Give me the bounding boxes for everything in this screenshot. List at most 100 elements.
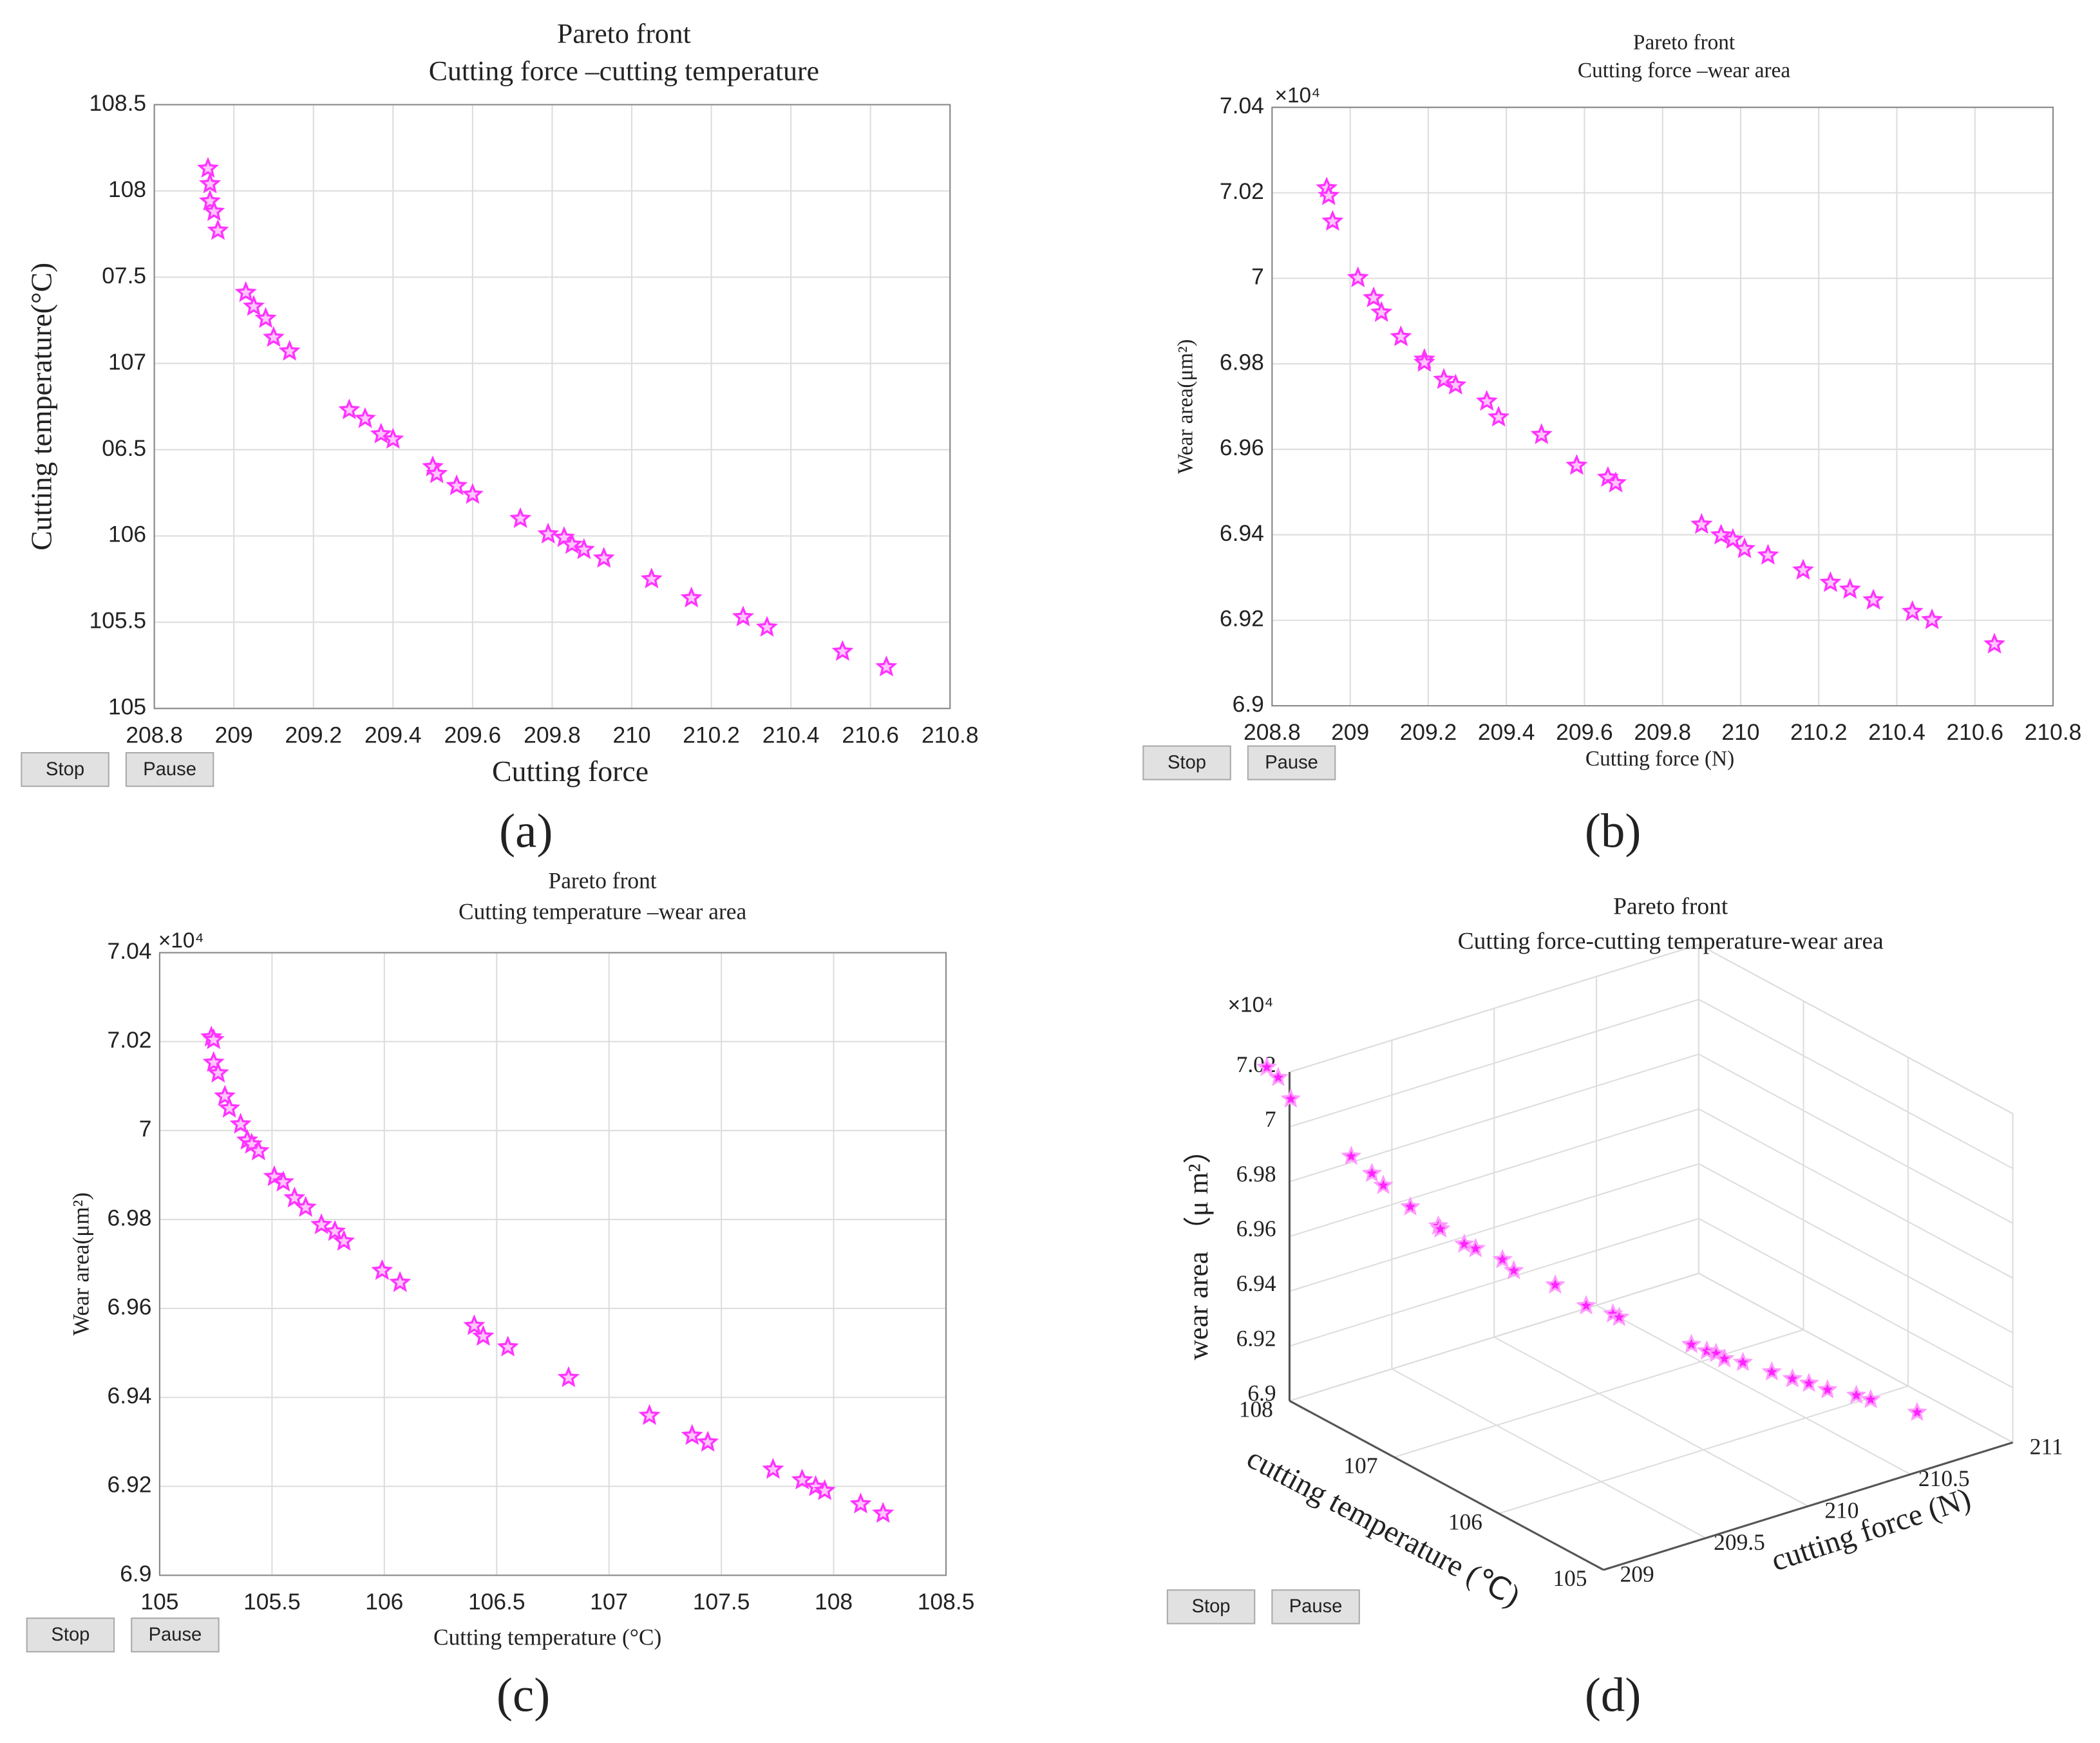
data-point: [1390, 325, 1412, 346]
x-tick-label: 210.2: [1790, 719, 1848, 745]
data-point: [1341, 1145, 1362, 1165]
grid-line: [1596, 1305, 1911, 1475]
y-tick-label: 108: [108, 176, 146, 202]
button[interactable]: [1271, 1589, 1360, 1625]
y-tick-label: 105: [108, 694, 146, 720]
data-point: [1400, 1196, 1421, 1216]
z-tick-label: 6.9: [1247, 1380, 1276, 1406]
data-point: [234, 281, 257, 303]
data-point: [1363, 287, 1385, 308]
data-point: [1732, 1352, 1754, 1371]
caption: (c): [497, 1669, 550, 1722]
button-label[interactable]: Pause: [149, 1625, 202, 1645]
button[interactable]: [1166, 1589, 1256, 1625]
z-tick-label: 6.92: [1236, 1325, 1276, 1351]
button-label[interactable]: Pause: [1265, 752, 1318, 773]
data-point: [1714, 1348, 1735, 1368]
chart-title: Pareto front: [549, 867, 657, 893]
x-tick-label: 209.4: [364, 722, 422, 748]
data-point: [426, 462, 448, 484]
axis-multiplier: ×10⁴: [1228, 994, 1274, 1017]
button-label[interactable]: Pause: [1289, 1596, 1343, 1617]
z-tick-label: 7: [1265, 1106, 1276, 1132]
x-tick-label: 107.5: [693, 1589, 750, 1615]
x-tick-label: 210.8: [922, 722, 979, 748]
data-point: [1347, 266, 1369, 288]
y-tick-label: 7.02: [108, 1027, 152, 1053]
data-point: [247, 1139, 270, 1161]
button-label[interactable]: Stop: [46, 759, 84, 780]
data-point: [1860, 1389, 1881, 1409]
data-point: [1792, 558, 1814, 580]
chart-subtitle: Cutting force-cutting temperature-wear a…: [1458, 928, 1884, 955]
data-point: [196, 156, 219, 178]
data-point: [732, 605, 754, 627]
data-point: [229, 1113, 252, 1134]
x-tick-label: 209.8: [1634, 719, 1691, 745]
data-point: [389, 1271, 411, 1292]
data-point: [1503, 1259, 1524, 1279]
grid-line: [1698, 1163, 2014, 1333]
data-point: [592, 547, 615, 568]
data-point: [446, 474, 468, 496]
x-tick-label: 105: [140, 1589, 178, 1615]
y-tick-label: 107: [108, 349, 146, 375]
y-tick-label: 6.9: [120, 1561, 151, 1587]
data-point: [218, 1097, 241, 1118]
data-point: [872, 1502, 894, 1523]
chart-title: Pareto front: [557, 18, 691, 49]
x-axis-label: cutting force (N): [1767, 1482, 1975, 1578]
y-tick-label: 106: [1448, 1509, 1482, 1534]
button[interactable]: [131, 1617, 220, 1653]
data-point: [537, 522, 560, 544]
y-tick-label: 06.5: [102, 435, 146, 461]
y-tick-label: 7.04: [108, 938, 152, 964]
grid-line: [1698, 1053, 2014, 1224]
data-point: [509, 507, 532, 528]
button[interactable]: [1142, 745, 1231, 780]
data-point: [263, 326, 285, 347]
y-tick-label: 108: [1239, 1396, 1273, 1422]
button[interactable]: [125, 752, 214, 787]
x-tick-label: 210: [1824, 1498, 1859, 1523]
x-tick-label: 209.2: [1400, 719, 1457, 745]
data-point: [1475, 390, 1498, 411]
data-point: [333, 1229, 355, 1251]
data-point: [1318, 184, 1340, 205]
y-tick-label: 6.96: [108, 1294, 152, 1319]
button-label[interactable]: Stop: [1192, 1596, 1231, 1617]
data-point: [681, 1424, 703, 1446]
x-axis: [1603, 1441, 2014, 1571]
data-point: [1761, 1361, 1783, 1381]
data-point: [1819, 571, 1842, 592]
data-point: [207, 219, 229, 240]
data-point: [1430, 1218, 1451, 1238]
button[interactable]: [21, 752, 109, 787]
y-tick-label: 6.94: [1220, 520, 1264, 546]
x-tick-label: 209: [1331, 719, 1369, 745]
grid-line: [1289, 1272, 1699, 1402]
data-point: [382, 428, 404, 449]
data-point: [1488, 406, 1510, 427]
data-point: [1604, 471, 1627, 493]
y-tick-label: 108.5: [90, 90, 147, 116]
button-label[interactable]: Stop: [51, 1625, 90, 1645]
data-point: [354, 407, 376, 428]
button-label[interactable]: Pause: [143, 759, 196, 780]
data-point: [1846, 1384, 1867, 1404]
button-label[interactable]: Stop: [1168, 752, 1206, 773]
data-point: [831, 640, 854, 661]
data-point: [198, 172, 222, 194]
button[interactable]: [1247, 745, 1336, 780]
x-tick-label: 209: [1620, 1561, 1654, 1587]
x-tick-label: 209.4: [1478, 719, 1535, 745]
data-point: [283, 1186, 306, 1208]
grid-line: [1698, 1108, 2014, 1279]
data-point: [294, 1196, 317, 1217]
data-point: [1492, 1248, 1513, 1268]
button[interactable]: [26, 1617, 115, 1653]
chart-title: Pareto front: [1633, 30, 1736, 54]
x-tick-label: 209.6: [444, 722, 502, 748]
data-point: [472, 1324, 495, 1346]
